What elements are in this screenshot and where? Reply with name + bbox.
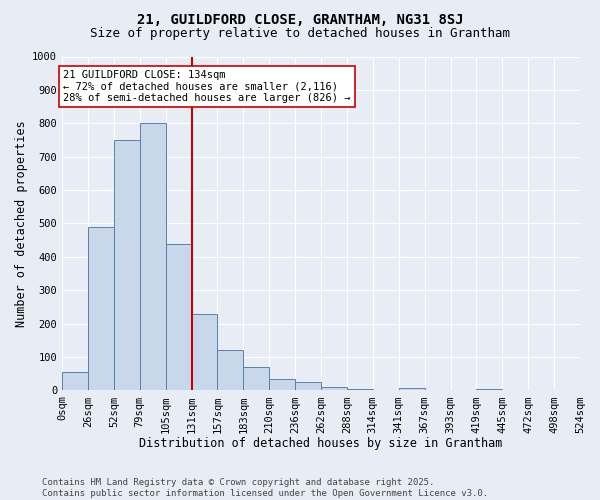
Bar [321, 387, 347, 390]
Bar [347, 389, 373, 390]
Bar [399, 388, 425, 390]
Bar [269, 379, 295, 390]
Text: Contains HM Land Registry data © Crown copyright and database right 2025.
Contai: Contains HM Land Registry data © Crown c… [42, 478, 488, 498]
Bar [244, 367, 269, 390]
Bar [476, 389, 502, 390]
Text: Size of property relative to detached houses in Grantham: Size of property relative to detached ho… [90, 28, 510, 40]
Bar [166, 244, 191, 390]
Bar [295, 382, 321, 390]
Bar [191, 314, 217, 390]
Bar [62, 372, 88, 390]
Bar [88, 227, 114, 390]
Y-axis label: Number of detached properties: Number of detached properties [15, 120, 28, 327]
Bar [140, 124, 166, 390]
Bar [114, 140, 140, 390]
Bar [217, 350, 244, 391]
Text: 21 GUILDFORD CLOSE: 134sqm
← 72% of detached houses are smaller (2,116)
28% of s: 21 GUILDFORD CLOSE: 134sqm ← 72% of deta… [64, 70, 351, 103]
X-axis label: Distribution of detached houses by size in Grantham: Distribution of detached houses by size … [139, 437, 503, 450]
Text: 21, GUILDFORD CLOSE, GRANTHAM, NG31 8SJ: 21, GUILDFORD CLOSE, GRANTHAM, NG31 8SJ [137, 12, 463, 26]
